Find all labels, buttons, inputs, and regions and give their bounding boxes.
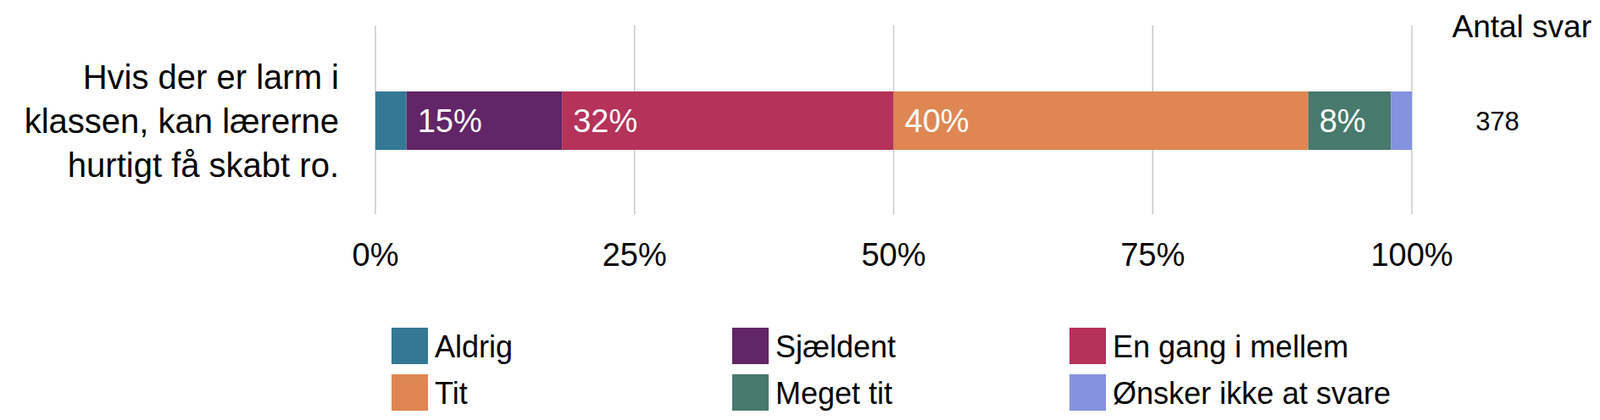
data-label: 32% — [572, 103, 638, 139]
bar-segment — [1391, 91, 1412, 150]
legend-label: Ønsker ikke at svare — [1112, 376, 1391, 412]
tick-label: 100% — [1370, 237, 1453, 273]
bar-segment — [1308, 91, 1392, 150]
legend-label: En gang i mellem — [1112, 329, 1349, 365]
legend-swatch — [391, 327, 428, 365]
data-label: 40% — [905, 103, 970, 139]
legend-swatch — [732, 327, 769, 365]
grid — [375, 25, 1412, 215]
bar-segment — [375, 91, 407, 150]
category-label-line: hurtigt få skabt ro. — [67, 146, 339, 184]
legend-swatch — [391, 374, 428, 412]
tick-label: 0% — [352, 237, 400, 273]
legend: Aldrig Sjældent En gang i mellem Tit Meget t… — [391, 327, 1391, 412]
tick-label: 25% — [602, 237, 667, 273]
legend-label: Meget tit — [775, 376, 893, 412]
bar-segment — [894, 91, 1309, 150]
legend-label: Tit — [434, 376, 468, 412]
legend-label: Aldrig — [434, 329, 513, 365]
data-label: 15% — [417, 103, 483, 139]
count-title: Antal svar — [1451, 9, 1592, 45]
category-label-line: klassen, kan lærerne — [24, 102, 339, 140]
bar-segment — [561, 91, 894, 150]
tick-label: 75% — [1120, 237, 1185, 273]
legend-swatch — [1069, 327, 1106, 365]
bar-segment — [406, 91, 562, 150]
legend-swatch — [1069, 374, 1106, 412]
category-label: Hvis der er larm i klassen, kan lærerne hu… — [24, 58, 339, 184]
tick-label: 50% — [861, 237, 926, 273]
bars — [375, 91, 1412, 150]
tick-labels: 0% 25% 50% 75% 100% — [352, 237, 1454, 273]
data-labels: 15% 32% 40% 8% — [417, 103, 1367, 139]
legend-swatch — [732, 374, 769, 412]
legend-label: Sjældent — [775, 329, 896, 365]
chart: 0% 25% 50% 75% 100% 15% 32% 40% 8% Hvis der er la… — [0, 0, 1600, 420]
count: 378 — [1475, 106, 1520, 137]
category-label-line: Hvis der er larm i — [83, 58, 339, 96]
data-label: 8% — [1319, 103, 1367, 139]
